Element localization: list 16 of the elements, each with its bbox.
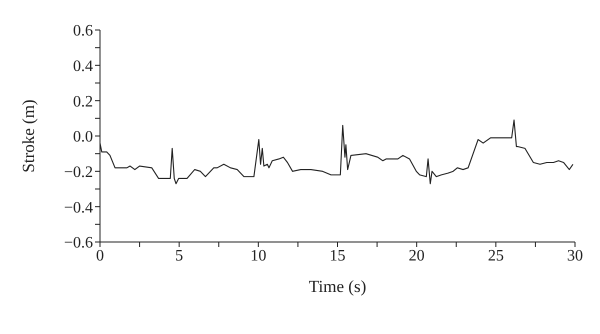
y-tick-label: 0.0	[73, 128, 93, 146]
y-axis-title: Stroke (m)	[19, 99, 38, 173]
y-tick-label: −0.2	[64, 164, 93, 182]
y-tick-label: 0.6	[73, 22, 93, 40]
y-tick-label: 0.4	[73, 58, 93, 76]
x-axis-title: Time (s)	[308, 277, 366, 296]
y-tick-label: −0.6	[64, 234, 93, 252]
y-tick-label: −0.4	[64, 199, 93, 216]
x-tick-label: 20	[408, 247, 425, 264]
x-tick-label: 0	[96, 247, 104, 264]
x-tick-label: 25	[488, 247, 504, 264]
x-tick-label: 15	[330, 247, 346, 264]
x-tick-label: 30	[567, 247, 583, 264]
x-tick-label: 10	[250, 247, 266, 264]
y-tick-label: 0.2	[73, 93, 93, 110]
x-tick-label: 5	[175, 247, 184, 264]
